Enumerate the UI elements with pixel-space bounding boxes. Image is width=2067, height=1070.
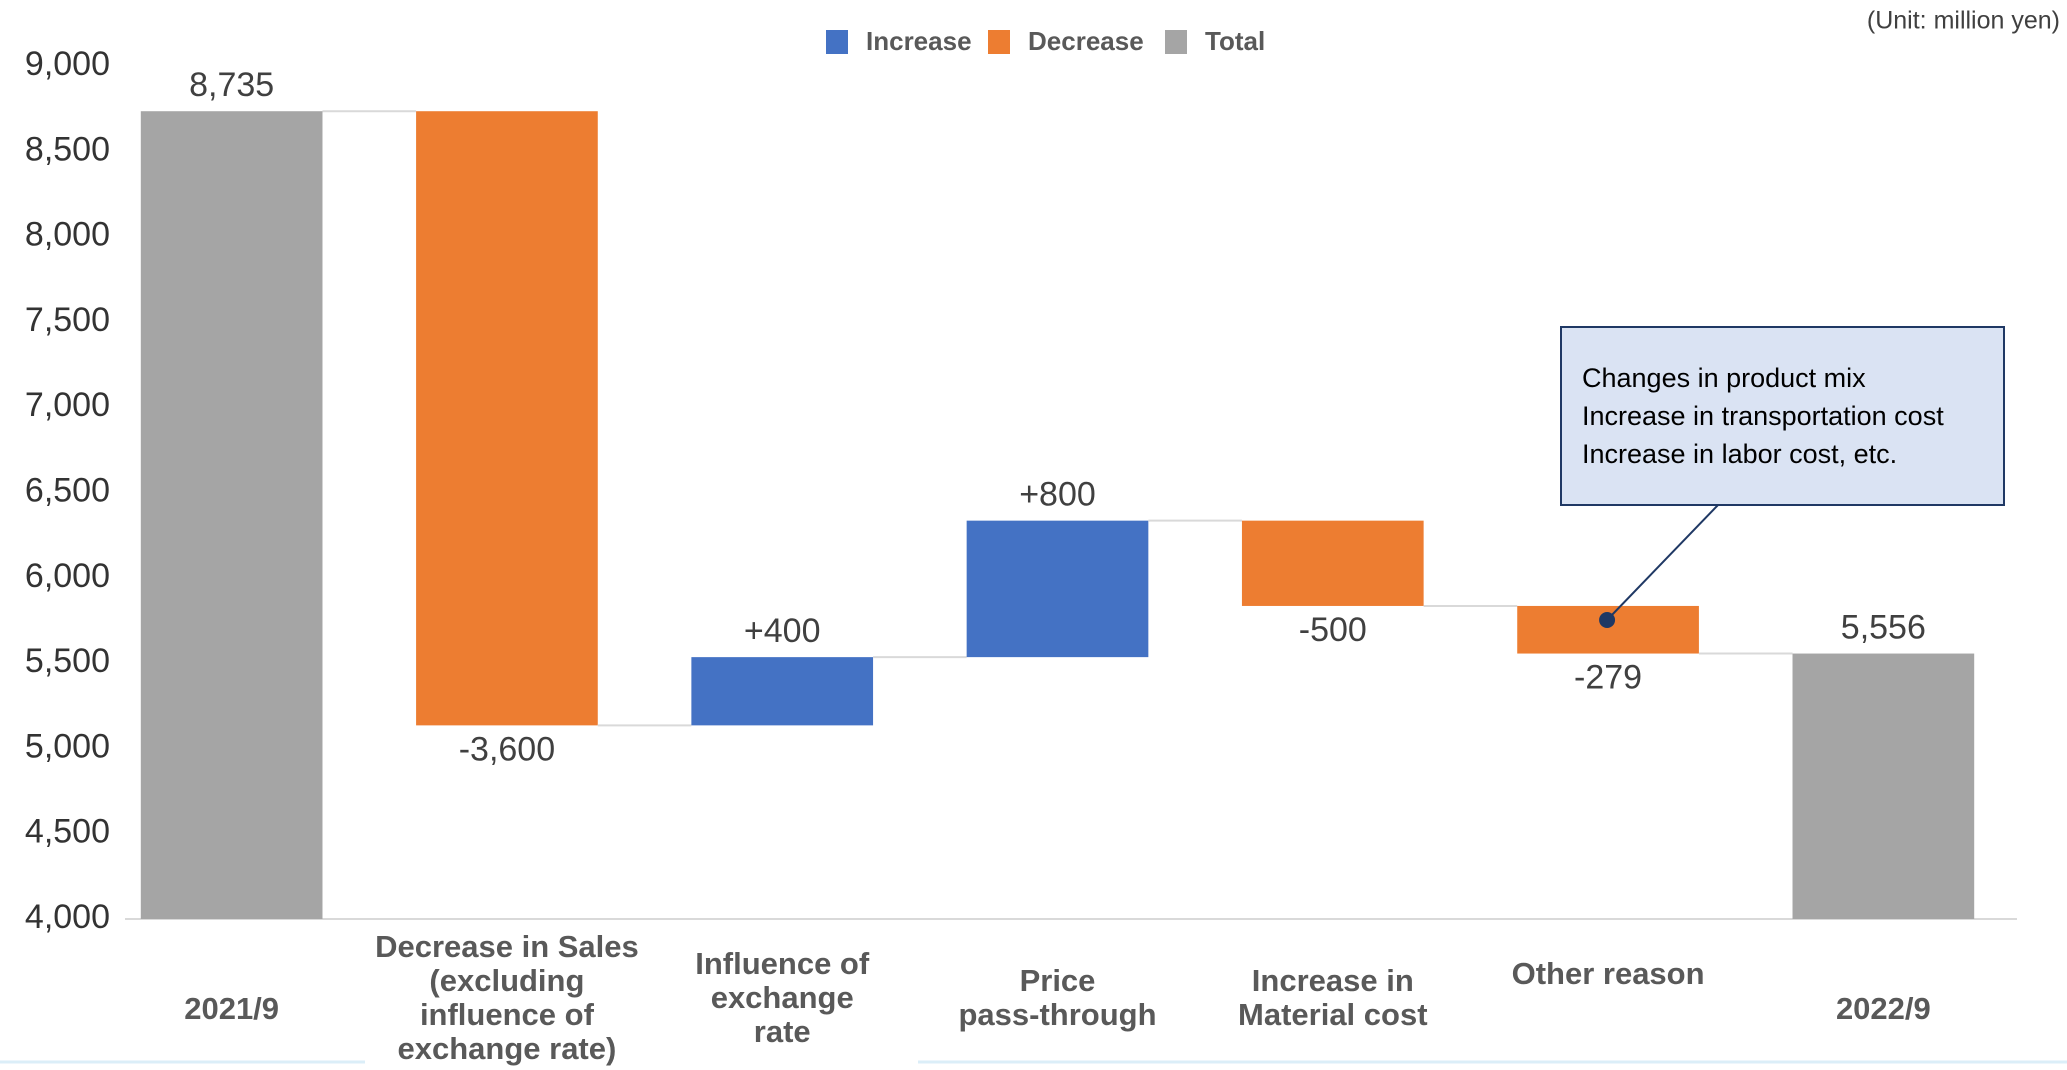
data-label: -500: [1299, 611, 1367, 649]
x-tick-label: Decrease in Sales (excluding influence of e…: [375, 929, 639, 1066]
bar: [966, 520, 1149, 658]
x-tick-label: Increase in Material cost: [1238, 963, 1428, 1032]
annotation-text: Changes in product mix: [1582, 363, 1866, 393]
bar: [1792, 653, 1975, 919]
y-tick-label: 6,000: [25, 557, 110, 595]
y-tick-label: 6,500: [25, 471, 110, 509]
x-tick-label: Other reason: [1512, 956, 1705, 991]
legend-label: Total: [1205, 26, 1265, 56]
legend-swatch: [826, 30, 848, 54]
legend-label: Increase: [866, 26, 972, 56]
bar: [691, 657, 874, 726]
y-tick-label: 9,000: [25, 45, 110, 83]
bar: [140, 111, 323, 920]
x-tick-label: Influence of exchange rate: [695, 946, 870, 1049]
annotation-text: Increase in labor cost, etc.: [1582, 439, 1897, 469]
y-tick-label: 4,500: [25, 813, 110, 851]
y-tick-label: 7,000: [25, 386, 110, 424]
data-label: +400: [744, 612, 821, 650]
annotation-box: [1560, 326, 2005, 506]
data-label: 5,556: [1841, 609, 1926, 647]
y-tick-label: 5,500: [25, 642, 110, 680]
x-tick-label: 2022/9: [1836, 991, 1931, 1026]
legend-swatch: [988, 30, 1010, 54]
bar: [1241, 520, 1424, 606]
y-tick-label: 8,500: [25, 130, 110, 168]
legend-label: Decrease: [1028, 26, 1144, 56]
annotation-leader: [1606, 504, 1719, 621]
annotation-dot: [1599, 612, 1616, 628]
y-tick-label: 5,000: [25, 727, 110, 765]
data-label: +800: [1019, 476, 1096, 514]
annotation-text: Increase in transportation cost: [1582, 401, 1944, 431]
data-label: 8,735: [189, 66, 274, 104]
legend-swatch: [1165, 30, 1187, 54]
unit-note: (Unit: million yen): [1867, 7, 2060, 35]
x-tick-label: Price pass-through: [958, 963, 1156, 1032]
y-tick-label: 7,500: [25, 301, 110, 339]
y-tick-label: 8,000: [25, 216, 110, 254]
data-label: -3,600: [459, 730, 555, 768]
y-tick-label: 4,000: [25, 898, 110, 936]
x-tick-label: 2021/9: [184, 991, 279, 1026]
data-label: -279: [1574, 659, 1642, 697]
bar: [416, 111, 598, 726]
